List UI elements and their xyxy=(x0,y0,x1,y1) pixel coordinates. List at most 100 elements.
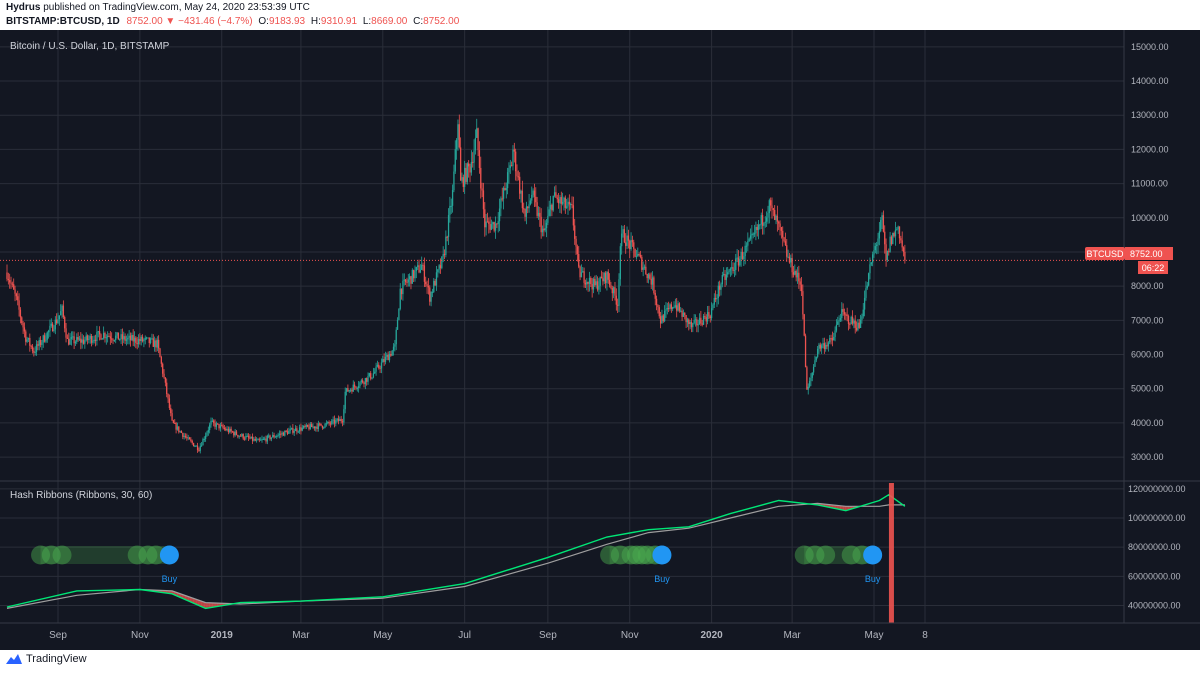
candle-body xyxy=(182,432,184,437)
candle-body xyxy=(137,338,140,345)
candle-body xyxy=(356,388,358,390)
candle-body xyxy=(641,256,643,270)
capitulation-dot xyxy=(841,545,861,565)
candle-body xyxy=(653,277,655,294)
capitulation-band xyxy=(804,546,873,564)
candle-body xyxy=(829,338,831,343)
candle-body xyxy=(498,208,501,222)
candle-body xyxy=(835,324,838,331)
candle-body xyxy=(123,336,125,340)
candle-body xyxy=(517,176,519,178)
candle-body xyxy=(213,420,215,423)
candle-body xyxy=(570,203,572,205)
candle-body xyxy=(472,161,474,163)
candle-body xyxy=(548,209,550,216)
candle-body xyxy=(447,215,450,238)
candle-body xyxy=(841,309,843,319)
candle-body xyxy=(894,229,897,237)
candle-body xyxy=(292,427,294,433)
candle-body xyxy=(611,288,613,294)
buy-signal-dot xyxy=(652,545,672,565)
candle-body xyxy=(850,316,852,325)
candle-body xyxy=(698,317,701,325)
chart-canvas[interactable]: Buy Buy Buy 15000.00 14000.00 13000.00 12000.… xyxy=(0,30,1200,650)
candle-body xyxy=(509,165,511,169)
author-name[interactable]: Hydrus xyxy=(6,2,41,13)
candle-body xyxy=(760,215,762,225)
candle-body xyxy=(571,203,573,206)
time-axis[interactable]: Sep Nov 2019 Mar May Jul Sep Nov 2020 Mar May 8 xyxy=(49,630,928,641)
candle-body xyxy=(97,331,99,333)
candle-body xyxy=(186,437,188,439)
candle-body xyxy=(635,256,638,258)
indicator-axis[interactable]: 120000000.00 100000000.00 80000000.00 60000… xyxy=(1128,484,1186,611)
candle-body xyxy=(502,187,505,199)
candle-body xyxy=(673,306,675,308)
candle-body xyxy=(82,339,85,344)
candle-body xyxy=(468,163,470,167)
candle-body xyxy=(786,245,788,257)
candle-body xyxy=(421,264,423,270)
candle-body xyxy=(770,200,772,206)
candle-body xyxy=(327,421,329,424)
candle-body xyxy=(396,319,399,330)
time-tick-label: Jul xyxy=(458,630,471,641)
candle-body xyxy=(823,343,825,350)
grid-lines xyxy=(0,30,1124,623)
last-price-marker: BTCUSD 8752.00 06:22 xyxy=(1085,247,1173,274)
candle-body xyxy=(490,224,493,230)
candle-body xyxy=(508,168,510,173)
candle-body xyxy=(443,253,446,255)
candle-body xyxy=(731,267,733,269)
candle-body xyxy=(225,428,227,431)
candle-body xyxy=(323,427,325,429)
candle-body xyxy=(837,321,839,325)
candle-body xyxy=(582,271,584,273)
candle-body xyxy=(163,373,165,378)
candle-body xyxy=(104,332,106,339)
candle-body xyxy=(339,419,341,422)
candle-body xyxy=(417,265,419,268)
candle-body xyxy=(168,398,171,409)
candle-body xyxy=(767,213,769,218)
candle-body xyxy=(280,433,282,435)
candle-body xyxy=(575,238,577,247)
candle-body xyxy=(285,430,287,432)
candle-body xyxy=(362,380,364,383)
candle-body xyxy=(439,265,442,269)
candle-body xyxy=(765,217,768,222)
candle-body xyxy=(890,236,893,245)
candle-body xyxy=(437,269,439,273)
candle-body xyxy=(551,204,553,211)
candle-body xyxy=(626,235,628,246)
candle-body xyxy=(521,190,524,209)
candle-body xyxy=(27,337,30,340)
candle-body xyxy=(22,323,24,328)
candle-body xyxy=(429,287,431,302)
candle-body xyxy=(685,315,687,323)
candle-body xyxy=(527,206,529,209)
candle-body xyxy=(249,437,251,439)
tradingview-footer[interactable]: TradingView xyxy=(6,653,87,665)
price-tick-label: 6000.00 xyxy=(1131,350,1164,360)
candle-body xyxy=(277,434,279,437)
candle-body xyxy=(293,431,295,433)
candle-body xyxy=(370,373,372,379)
candle-body xyxy=(250,436,252,439)
candle-body xyxy=(309,424,311,430)
candle-body xyxy=(140,336,142,341)
candle-body xyxy=(380,362,383,369)
candle-body xyxy=(156,339,158,348)
candle-body xyxy=(863,297,866,310)
candle-body xyxy=(26,339,28,342)
candle-body xyxy=(226,428,228,431)
candle-body xyxy=(159,348,161,358)
candle-body xyxy=(49,325,51,331)
candle-body xyxy=(100,334,102,340)
candle-body xyxy=(839,318,842,321)
candle-body xyxy=(803,314,805,336)
candle-body xyxy=(600,276,603,279)
candle-body xyxy=(833,336,835,341)
candle-body xyxy=(717,285,719,299)
capitulation-band xyxy=(40,546,170,564)
